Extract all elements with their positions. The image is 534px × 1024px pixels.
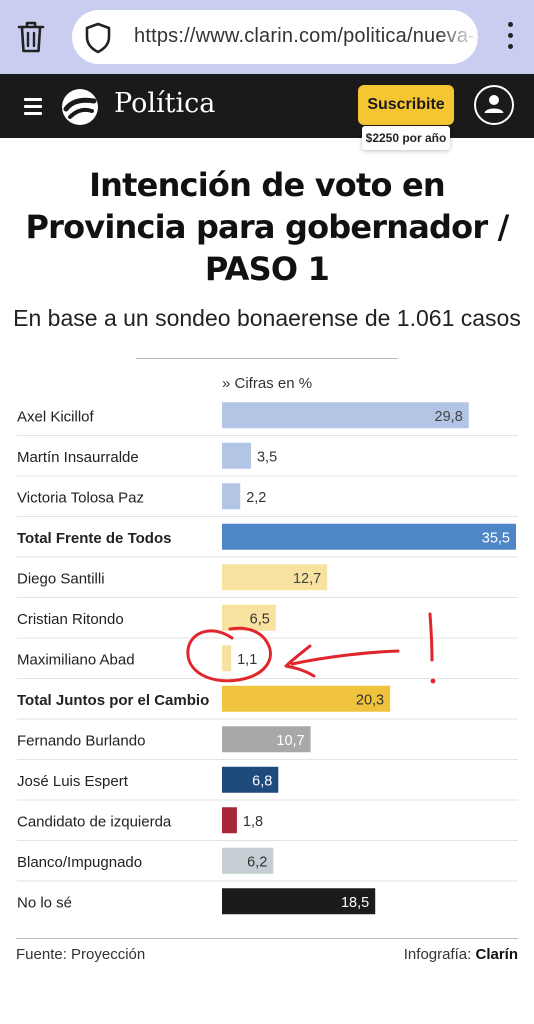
chart-title: Intención de voto en Provincia para gobe… xyxy=(25,166,509,288)
units-note: » Cifras en % xyxy=(222,375,313,392)
bar xyxy=(222,847,274,874)
shield-icon[interactable] xyxy=(84,22,112,54)
category-label: Diego Santilli xyxy=(17,570,105,587)
credit-brand: Clarín xyxy=(475,946,518,963)
chart-subtitle: En base a un sondeo bonaerense de 1.061 … xyxy=(13,305,521,331)
bar xyxy=(222,604,276,631)
user-account-icon[interactable] xyxy=(474,85,514,125)
value-label: 20,3 xyxy=(356,692,384,708)
kebab-menu-icon[interactable] xyxy=(500,22,520,54)
value-label: 3,5 xyxy=(257,449,277,465)
browser-toolbar: https://www.clarin.com/politica/nueva-c xyxy=(0,0,534,74)
site-header: Política Suscribite $2250 por año xyxy=(0,74,534,150)
value-label: 1,8 xyxy=(243,814,263,830)
category-label: José Luis Espert xyxy=(17,773,129,790)
category-label: Martín Insaurralde xyxy=(17,449,139,466)
category-label: Candidato de izquierda xyxy=(17,813,172,830)
credit-note: Infografía: Clarín xyxy=(404,946,518,963)
category-label: Axel Kicillof xyxy=(17,408,95,425)
bar xyxy=(222,685,391,712)
bar xyxy=(222,645,232,672)
bar xyxy=(222,766,279,793)
price-tag: $2250 por año xyxy=(362,126,450,150)
bar xyxy=(222,807,237,834)
category-label: No lo sé xyxy=(17,894,72,911)
bar xyxy=(222,564,328,591)
bar-chart: Axel Kicillof 29,8 Martín Insaurralde 3,5 Vi… xyxy=(17,402,518,915)
bar xyxy=(222,523,516,550)
trash-icon[interactable] xyxy=(16,20,46,54)
subscribe-button[interactable]: Suscribite xyxy=(358,85,454,125)
value-label: 12,7 xyxy=(293,571,321,587)
category-label: Blanco/Impugnado xyxy=(17,854,142,871)
value-label: 6,5 xyxy=(250,611,270,627)
value-label: 6,2 xyxy=(247,854,267,870)
value-label: 10,7 xyxy=(276,733,304,749)
category-label: Cristian Ritondo xyxy=(17,611,124,628)
bar xyxy=(222,402,469,429)
bar xyxy=(222,442,251,469)
footer-divider xyxy=(16,938,518,939)
category-label: Fernando Burlando xyxy=(17,732,145,749)
hamburger-menu-icon[interactable] xyxy=(24,98,42,115)
title-divider xyxy=(136,358,398,359)
clarin-logo[interactable] xyxy=(60,87,100,127)
value-label: 18,5 xyxy=(341,895,369,911)
url-fade xyxy=(438,10,478,64)
value-label: 6,8 xyxy=(252,773,272,789)
value-label: 2,2 xyxy=(246,490,266,506)
section-title[interactable]: Política xyxy=(114,88,216,119)
category-label: Maximiliano Abad xyxy=(17,651,135,668)
bar xyxy=(222,888,376,915)
value-label: 29,8 xyxy=(435,409,463,425)
bar xyxy=(222,483,241,510)
bar xyxy=(222,726,311,753)
category-label: Total Juntos por el Cambio xyxy=(17,692,209,709)
credit-prefix: Infografía: xyxy=(403,946,472,963)
category-label: Victoria Tolosa Paz xyxy=(17,489,144,506)
category-label: Total Frente de Todos xyxy=(17,530,171,547)
address-bar[interactable]: https://www.clarin.com/politica/nueva-c xyxy=(72,10,478,64)
source-note: Fuente: Proyección xyxy=(16,946,146,963)
value-label: 1,1 xyxy=(237,652,257,668)
url-text: https://www.clarin.com/politica/nueva-c xyxy=(134,25,478,47)
value-label: 35,5 xyxy=(482,530,510,546)
